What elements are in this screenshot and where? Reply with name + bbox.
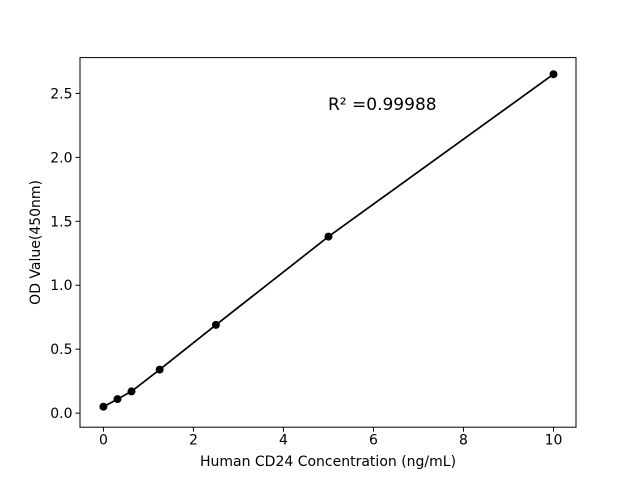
x-tick-label: 6: [369, 433, 378, 449]
y-axis-label: OD Value(450nm): [28, 180, 44, 305]
y-tick-label: 1.0: [50, 278, 72, 294]
x-axis-label: Human CD24 Concentration (ng/mL): [200, 454, 456, 470]
y-tick-label: 2.0: [50, 150, 72, 166]
x-axis-tick-labels: 0 2 4 6 8 10: [99, 433, 562, 449]
y-tick-label: 0.0: [50, 406, 72, 422]
x-tick-label: 0: [99, 433, 108, 449]
r-squared-annotation: R² =0.99988: [328, 95, 437, 115]
data-point: [549, 70, 558, 79]
y-tick-label: 1.5: [50, 214, 72, 230]
data-series: [99, 70, 558, 411]
data-point: [155, 365, 164, 374]
plot-area: [79, 57, 577, 428]
data-point: [99, 402, 108, 411]
data-point: [211, 320, 220, 329]
data-point: [324, 232, 333, 241]
x-tick-label: 8: [459, 433, 468, 449]
data-point: [127, 387, 136, 396]
data-point: [113, 395, 122, 404]
y-tick-label: 2.5: [50, 86, 72, 102]
x-tick-label: 4: [279, 433, 288, 449]
y-axis-tick-labels: 0.0 0.5 1.0 1.5 2.0 2.5: [50, 86, 72, 422]
y-tick-label: 0.5: [50, 342, 72, 358]
x-tick-label: 10: [545, 433, 563, 449]
y-axis-ticks: [75, 92, 80, 414]
x-tick-label: 2: [189, 433, 198, 449]
x-axis-ticks: [102, 427, 554, 432]
